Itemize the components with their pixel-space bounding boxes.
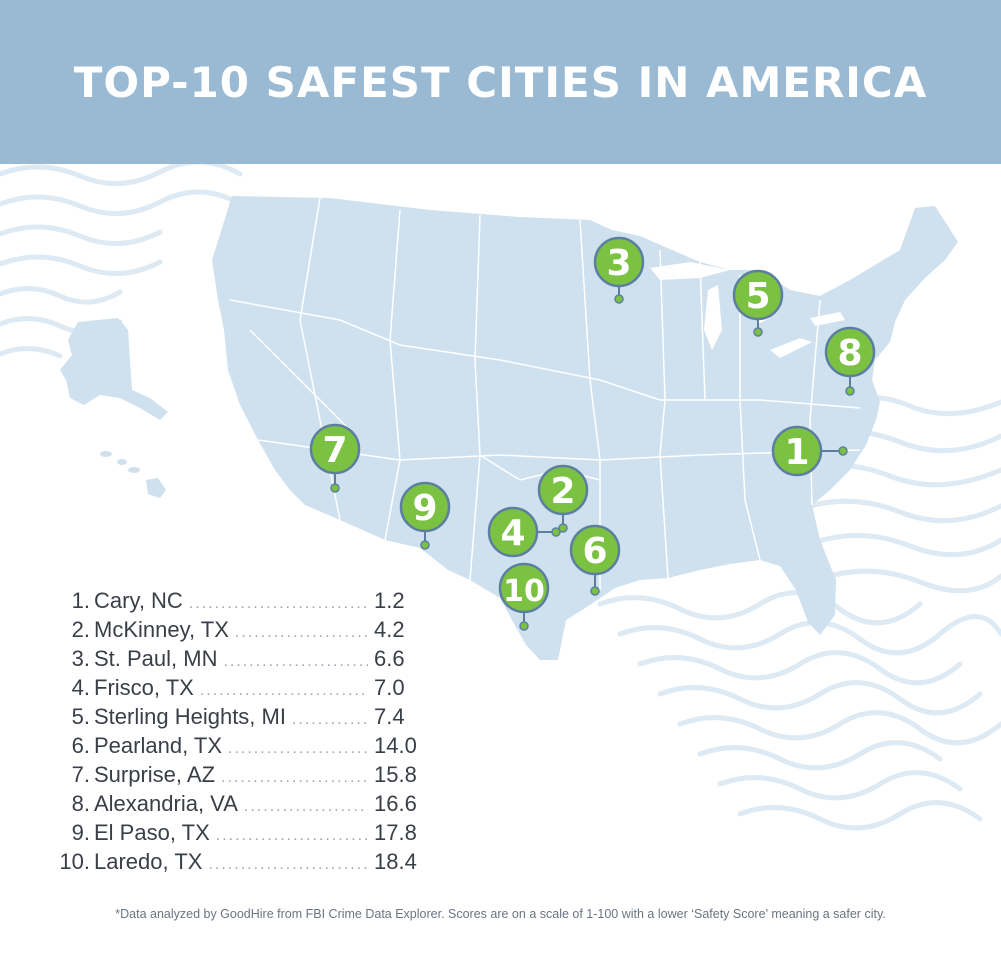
leader-dots: ............................... — [234, 624, 368, 641]
marker-dot — [420, 540, 430, 550]
city-name: Pearland, TX — [94, 733, 223, 758]
marker-badge — [537, 464, 589, 516]
leader-dots: ............................... — [208, 856, 368, 873]
city-marker: 8 — [824, 326, 876, 396]
marker-dot — [838, 446, 848, 456]
leader-dots: ............................... — [221, 769, 368, 786]
city-marker: 3 — [593, 236, 645, 304]
marker-badge — [771, 425, 823, 477]
leader-dots: ............................... — [243, 798, 368, 815]
city-name: Laredo, TX — [94, 849, 203, 874]
list-item: 5.Sterling Heights, MI..................… — [50, 704, 430, 733]
marker-number: 7 — [322, 430, 347, 471]
marker-number: 1 — [784, 432, 809, 473]
header-banner: TOP-10 SAFEST CITIES IN AMERICA — [0, 0, 1001, 164]
marker-dot — [551, 527, 561, 537]
safety-score: 14.0 — [374, 733, 417, 758]
rank-number: 3. — [71, 646, 90, 671]
marker-badge — [309, 423, 361, 475]
alaska-shape — [60, 318, 168, 420]
marker-dot — [519, 621, 529, 631]
leader-dots: ............................... — [223, 653, 368, 670]
city-marker: 9 — [399, 481, 451, 550]
safety-score: 18.4 — [374, 849, 417, 874]
marker-dot — [753, 327, 763, 337]
safety-score: 7.0 — [374, 675, 405, 700]
marker-number: 4 — [500, 513, 525, 554]
leader-dots: ............................... — [291, 711, 368, 728]
marker-number: 5 — [745, 276, 770, 317]
safety-score: 16.6 — [374, 791, 417, 816]
list-item: 7.Surprise, AZ..........................… — [50, 762, 430, 791]
safety-score: 15.8 — [374, 762, 417, 787]
list-item: 6.Pearland, TX..........................… — [50, 733, 430, 762]
list-item: 10.Laredo, TX...........................… — [50, 849, 430, 878]
city-name: Surprise, AZ — [94, 762, 216, 787]
marker-dot — [614, 294, 624, 304]
safety-score: 6.6 — [374, 646, 405, 671]
marker-badge — [399, 481, 451, 533]
marker-number: 10 — [503, 574, 545, 609]
city-marker: 6 — [569, 524, 621, 596]
list-item: 2.McKinney, TX..........................… — [50, 617, 430, 646]
safety-score: 7.4 — [374, 704, 405, 729]
rank-number: 7. — [71, 762, 90, 787]
city-name: El Paso, TX — [94, 820, 210, 845]
city-ranking-list: 1.Cary, NC..............................… — [50, 588, 430, 878]
city-name: St. Paul, MN — [94, 646, 218, 671]
rank-number: 10. — [59, 849, 90, 874]
marker-badge — [824, 326, 876, 378]
leader-dots: ............................... — [188, 595, 368, 612]
marker-number: 9 — [412, 488, 437, 529]
marker-dot — [330, 483, 340, 493]
safety-score: 17.8 — [374, 820, 417, 845]
city-marker: 5 — [732, 269, 784, 337]
marker-number: 3 — [606, 243, 631, 284]
leader-dots: ............................... — [228, 740, 368, 757]
rank-number: 5. — [71, 704, 90, 729]
safety-score: 4.2 — [374, 617, 405, 642]
city-name: Alexandria, VA — [94, 791, 238, 816]
marker-dot — [558, 523, 568, 533]
city-marker: 4 — [487, 506, 561, 558]
list-item: 1.Cary, NC..............................… — [50, 588, 430, 617]
footnote: *Data analyzed by GoodHire from FBI Crim… — [115, 907, 886, 921]
marker-number: 6 — [582, 531, 607, 572]
rank-number: 2. — [71, 617, 90, 642]
list-item: 3.St. Paul, MN..........................… — [50, 646, 430, 675]
leader-dots: ............................... — [199, 682, 368, 699]
rank-number: 4. — [71, 675, 90, 700]
rank-number: 1. — [71, 588, 90, 613]
rank-number: 9. — [71, 820, 90, 845]
list-item: 9.El Paso, TX...........................… — [50, 820, 430, 849]
city-name: Cary, NC — [94, 588, 183, 613]
page-title: TOP-10 SAFEST CITIES IN AMERICA — [73, 58, 928, 107]
marker-badge — [569, 524, 621, 576]
marker-badge — [732, 269, 784, 321]
marker-dot — [590, 586, 600, 596]
city-marker: 7 — [309, 423, 361, 493]
list-item: 4.Frisco, TX............................… — [50, 675, 430, 704]
city-name: McKinney, TX — [94, 617, 229, 642]
marker-number: 2 — [550, 471, 575, 512]
marker-badge — [593, 236, 645, 288]
safety-score: 1.2 — [374, 588, 405, 613]
rank-number: 6. — [71, 733, 90, 758]
city-marker: 1 — [771, 425, 848, 477]
list-item: 8.Alexandria, VA........................… — [50, 791, 430, 820]
leader-dots: ............................... — [215, 827, 368, 844]
rank-number: 8. — [71, 791, 90, 816]
marker-number: 8 — [837, 333, 862, 374]
city-name: Sterling Heights, MI — [94, 704, 286, 729]
city-marker: 10 — [498, 562, 550, 631]
marker-dot — [845, 386, 855, 396]
city-name: Frisco, TX — [94, 675, 194, 700]
city-marker: 2 — [537, 464, 589, 533]
city-markers: 1 2 3 4 5 6 7 8 9 10 — [309, 236, 876, 631]
marker-badge — [498, 562, 550, 614]
marker-badge — [487, 506, 539, 558]
hawaii-shape — [100, 451, 166, 498]
